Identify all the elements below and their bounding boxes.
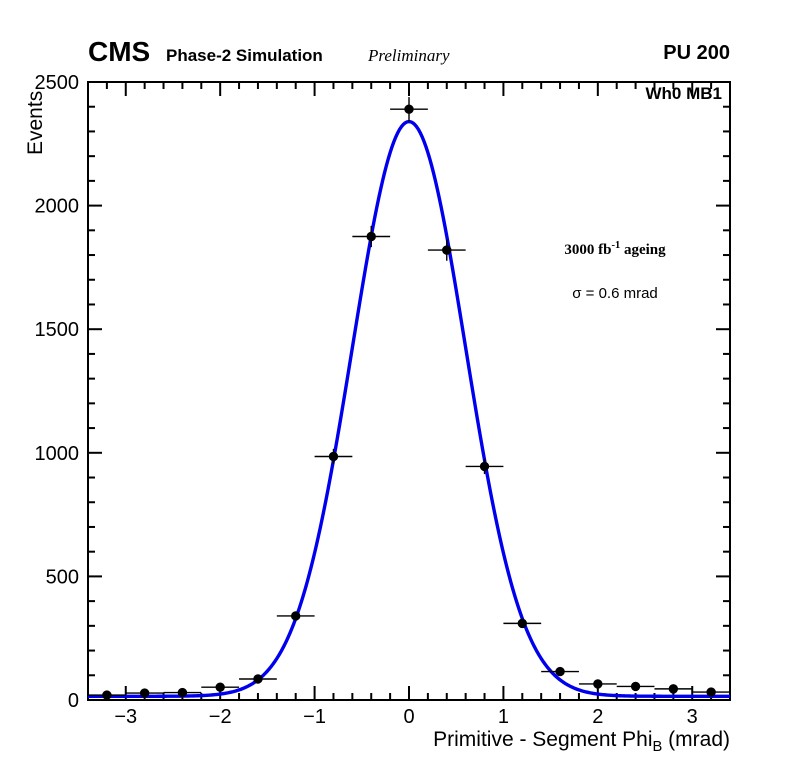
axis-ticks bbox=[88, 81, 730, 701]
ageing-exponent: -1 bbox=[611, 240, 621, 251]
y-tick-label: 2500 bbox=[35, 72, 80, 94]
x-axis-title-suffix: (mrad) bbox=[662, 728, 730, 751]
data-point-marker bbox=[479, 461, 490, 472]
pileup-label: PU 200 bbox=[663, 42, 730, 64]
data-point-marker bbox=[517, 618, 527, 629]
x-tick-label: −3 bbox=[114, 706, 137, 728]
ageing-prefix: 3000 fb bbox=[564, 242, 612, 258]
data-point-marker bbox=[215, 682, 225, 692]
data-point-marker bbox=[291, 611, 301, 621]
data-point-marker bbox=[706, 687, 716, 697]
x-axis-title-subscript: B bbox=[652, 739, 663, 756]
sigma-annotation: σ = 0.6 mrad bbox=[572, 285, 658, 302]
x-tick-label: −2 bbox=[209, 706, 232, 728]
y-tick-label: 2000 bbox=[35, 196, 80, 218]
y-tick-label: 0 bbox=[68, 690, 79, 712]
fit-curve bbox=[88, 119, 730, 698]
data-point-marker bbox=[593, 679, 603, 689]
data-point-marker bbox=[328, 451, 339, 462]
plot-frame bbox=[87, 81, 731, 701]
x-axis-title-main: Primitive - Segment Phi bbox=[433, 728, 653, 751]
data-point-marker bbox=[102, 690, 112, 700]
data-points bbox=[88, 97, 730, 700]
data-point-marker bbox=[253, 674, 263, 684]
x-tick-label: 2 bbox=[592, 706, 603, 728]
y-axis-title: Events bbox=[24, 90, 47, 155]
axis-tick-labels: −3 −2 −1 0 1 2 3 0 500 1000 1500 2000 2500 bbox=[35, 72, 698, 728]
y-tick-label: 1000 bbox=[35, 443, 80, 465]
ageing-suffix: ageing bbox=[620, 242, 666, 258]
y-tick-label: 1500 bbox=[35, 319, 80, 341]
data-point-marker bbox=[555, 666, 565, 677]
data-point-marker bbox=[630, 681, 641, 692]
x-tick-label: 1 bbox=[498, 706, 509, 728]
data-point-marker bbox=[177, 687, 188, 698]
preliminary-label: Preliminary bbox=[368, 46, 450, 65]
x-tick-label: 0 bbox=[403, 706, 414, 728]
ageing-annotation: 3000 fb-1 ageing bbox=[535, 240, 695, 259]
data-point-marker bbox=[404, 104, 414, 114]
x-tick-label: 3 bbox=[687, 706, 698, 728]
detector-region-label: Wh0 MB1 bbox=[645, 84, 723, 103]
data-point-marker bbox=[442, 245, 452, 255]
x-axis-title: Primitive - Segment PhiB (mrad) bbox=[433, 728, 730, 755]
y-tick-label: 500 bbox=[46, 566, 79, 588]
data-point-marker bbox=[668, 684, 679, 694]
data-point-marker bbox=[139, 688, 150, 698]
cms-logo-text: CMS bbox=[88, 36, 151, 67]
data-point-marker bbox=[366, 231, 376, 242]
simulation-subtitle: Phase-2 Simulation bbox=[166, 46, 323, 65]
x-tick-label: −1 bbox=[303, 706, 326, 728]
